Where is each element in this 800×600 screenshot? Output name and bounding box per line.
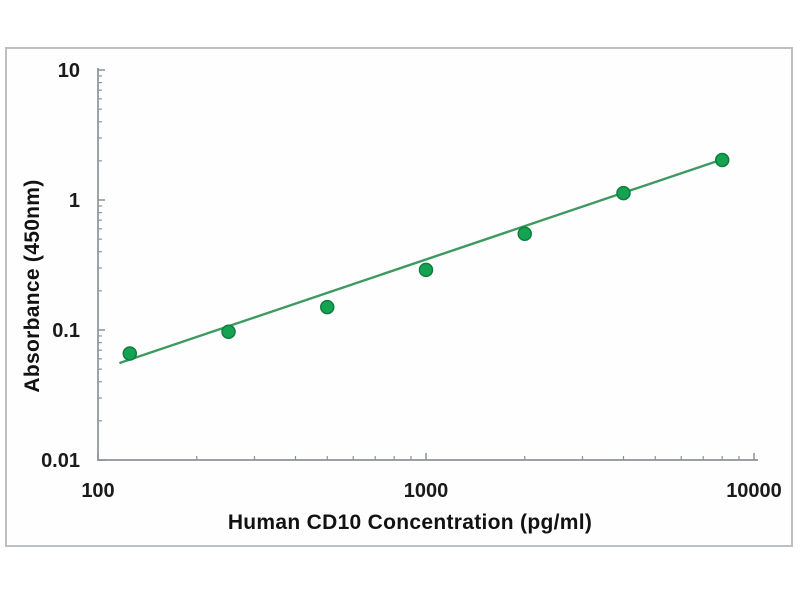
data-point xyxy=(418,262,434,278)
data-point xyxy=(221,324,236,339)
image-border-frame xyxy=(5,47,793,547)
x-tick-label: 100 xyxy=(81,480,114,502)
y-axis-title: Absorbance (450nm) xyxy=(21,179,44,393)
x-tick-label: 10000 xyxy=(726,480,782,502)
y-tick-label: 0.01 xyxy=(41,450,80,472)
y-tick-label: 10 xyxy=(58,60,80,82)
data-point xyxy=(122,346,138,361)
x-axis-title: Human CD10 Concentration (pg/ml) xyxy=(227,511,593,534)
data-point xyxy=(320,299,335,315)
x-tick-label: 1000 xyxy=(404,480,449,502)
data-point xyxy=(517,226,532,242)
y-tick-label: 1 xyxy=(69,190,80,212)
y-tick-label: 0.1 xyxy=(52,320,80,342)
trend-line xyxy=(119,158,724,364)
data-point xyxy=(714,152,730,168)
data-point xyxy=(616,185,631,201)
